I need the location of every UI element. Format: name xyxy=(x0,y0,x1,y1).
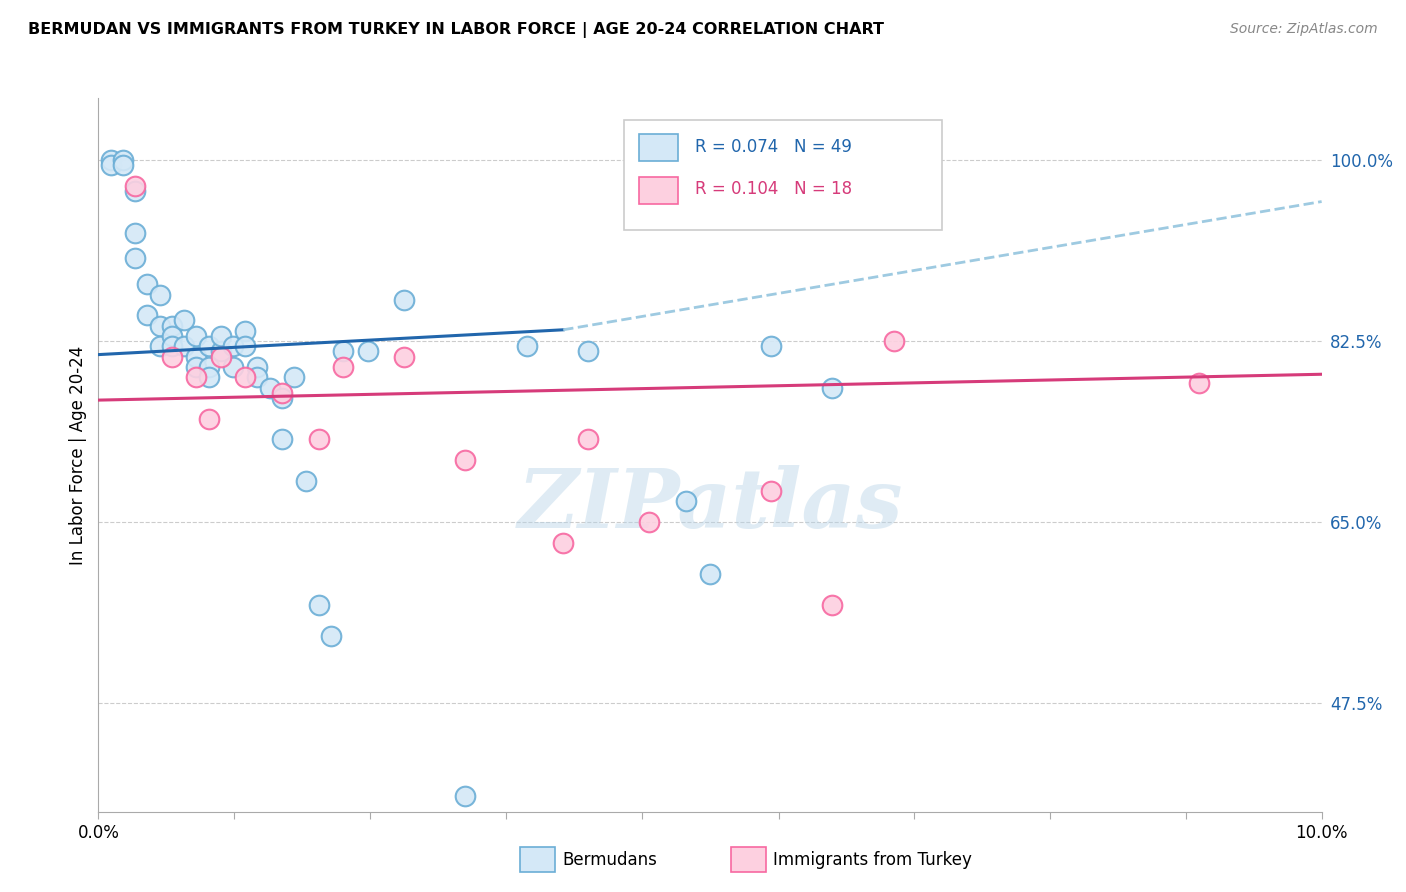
Point xyxy=(173,339,195,353)
Point xyxy=(821,598,844,612)
Point xyxy=(197,370,219,384)
Point xyxy=(675,494,697,508)
Point xyxy=(149,287,172,301)
Point xyxy=(259,381,281,395)
Point xyxy=(270,433,292,447)
Point xyxy=(319,629,342,643)
Point xyxy=(821,381,844,395)
Point xyxy=(124,179,146,194)
Point xyxy=(270,385,292,400)
FancyBboxPatch shape xyxy=(640,177,678,203)
Point xyxy=(173,313,195,327)
Point xyxy=(576,433,599,447)
Point xyxy=(209,350,232,364)
Point xyxy=(160,318,183,333)
Point xyxy=(392,350,416,364)
Point xyxy=(100,158,122,172)
Point xyxy=(197,339,219,353)
Point xyxy=(759,484,782,499)
Point xyxy=(222,339,245,353)
Point xyxy=(197,411,219,425)
Point xyxy=(124,252,146,266)
Point xyxy=(454,789,477,804)
Point xyxy=(160,339,183,353)
Point xyxy=(100,153,122,168)
Point xyxy=(1188,376,1211,390)
Text: Immigrants from Turkey: Immigrants from Turkey xyxy=(773,851,972,869)
Point xyxy=(553,536,575,550)
Point xyxy=(186,350,208,364)
Text: BERMUDAN VS IMMIGRANTS FROM TURKEY IN LABOR FORCE | AGE 20-24 CORRELATION CHART: BERMUDAN VS IMMIGRANTS FROM TURKEY IN LA… xyxy=(28,22,884,38)
Point xyxy=(516,339,538,353)
Point xyxy=(356,344,378,359)
Point xyxy=(308,598,330,612)
Point xyxy=(332,359,354,374)
Point xyxy=(576,344,599,359)
Point xyxy=(699,566,721,581)
Point xyxy=(160,350,183,364)
Point xyxy=(699,153,721,168)
Text: ZIPatlas: ZIPatlas xyxy=(517,465,903,545)
Point xyxy=(149,339,172,353)
Text: Source: ZipAtlas.com: Source: ZipAtlas.com xyxy=(1230,22,1378,37)
Point xyxy=(209,344,232,359)
Text: Bermudans: Bermudans xyxy=(562,851,657,869)
Point xyxy=(111,153,134,168)
Point xyxy=(233,339,256,353)
FancyBboxPatch shape xyxy=(640,134,678,161)
Point xyxy=(233,370,256,384)
Point xyxy=(270,391,292,405)
Point xyxy=(246,370,269,384)
Point xyxy=(332,344,354,359)
Text: R = 0.074   N = 49: R = 0.074 N = 49 xyxy=(696,137,852,155)
Point xyxy=(136,308,159,322)
Point xyxy=(186,329,208,343)
Point xyxy=(308,433,330,447)
FancyBboxPatch shape xyxy=(624,120,942,230)
Point xyxy=(454,453,477,467)
Point xyxy=(883,334,905,348)
Point xyxy=(197,359,219,374)
Point xyxy=(111,158,134,172)
Point xyxy=(759,339,782,353)
Point xyxy=(637,515,661,529)
Point xyxy=(246,359,269,374)
Point xyxy=(124,184,146,198)
Y-axis label: In Labor Force | Age 20-24: In Labor Force | Age 20-24 xyxy=(69,345,87,565)
Point xyxy=(392,293,416,307)
Point xyxy=(233,324,256,338)
Point xyxy=(186,359,208,374)
Point xyxy=(124,226,146,240)
Point xyxy=(283,370,305,384)
Text: R = 0.104   N = 18: R = 0.104 N = 18 xyxy=(696,180,852,198)
Point xyxy=(222,359,245,374)
Point xyxy=(295,474,318,488)
Point xyxy=(209,329,232,343)
Point xyxy=(149,318,172,333)
Point xyxy=(160,329,183,343)
Point xyxy=(136,277,159,292)
Point xyxy=(186,370,208,384)
